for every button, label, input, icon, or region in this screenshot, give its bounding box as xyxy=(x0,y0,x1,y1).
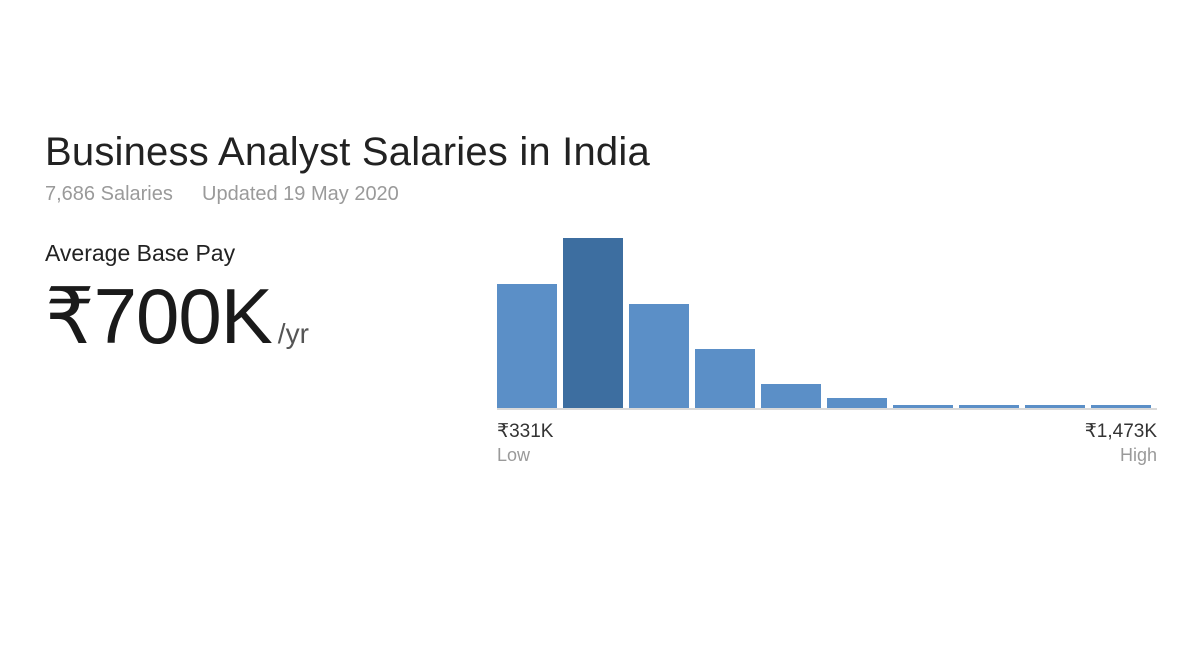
histogram-bar xyxy=(497,284,557,408)
histogram-bar xyxy=(827,398,887,408)
chart-low-value: ₹331K xyxy=(497,420,553,443)
salary-summary-card: Business Analyst Salaries in India 7,686… xyxy=(0,0,1200,646)
chart-high-group: ₹1,473K High xyxy=(1085,420,1157,466)
chart-low-group: ₹331K Low xyxy=(497,420,553,466)
histogram-bar xyxy=(761,384,821,408)
salary-meta: 7,686 Salaries Updated 19 May 2020 xyxy=(45,183,1155,206)
histogram-bars xyxy=(497,238,1157,408)
salary-distribution-chart: ₹331K Low ₹1,473K High xyxy=(497,238,1157,466)
page-title: Business Analyst Salaries in India xyxy=(45,130,1155,175)
histogram-bar xyxy=(1091,405,1151,408)
histogram-bar xyxy=(1025,405,1085,408)
histogram-bar xyxy=(893,405,953,408)
average-base-pay-unit: /yr xyxy=(278,318,309,350)
histogram-bar xyxy=(563,238,623,408)
updated-date: Updated 19 May 2020 xyxy=(202,183,399,205)
average-base-pay-value: ₹700K xyxy=(45,277,272,355)
salary-count: 7,686 Salaries xyxy=(45,183,173,205)
chart-high-value: ₹1,473K xyxy=(1085,420,1157,443)
histogram-bar xyxy=(629,304,689,408)
histogram-bar xyxy=(959,405,1019,408)
chart-low-label: Low xyxy=(497,445,553,466)
chart-axis-labels: ₹331K Low ₹1,473K High xyxy=(497,420,1157,466)
chart-axis-line xyxy=(497,408,1157,410)
chart-high-label: High xyxy=(1085,445,1157,466)
histogram-bar xyxy=(695,349,755,409)
